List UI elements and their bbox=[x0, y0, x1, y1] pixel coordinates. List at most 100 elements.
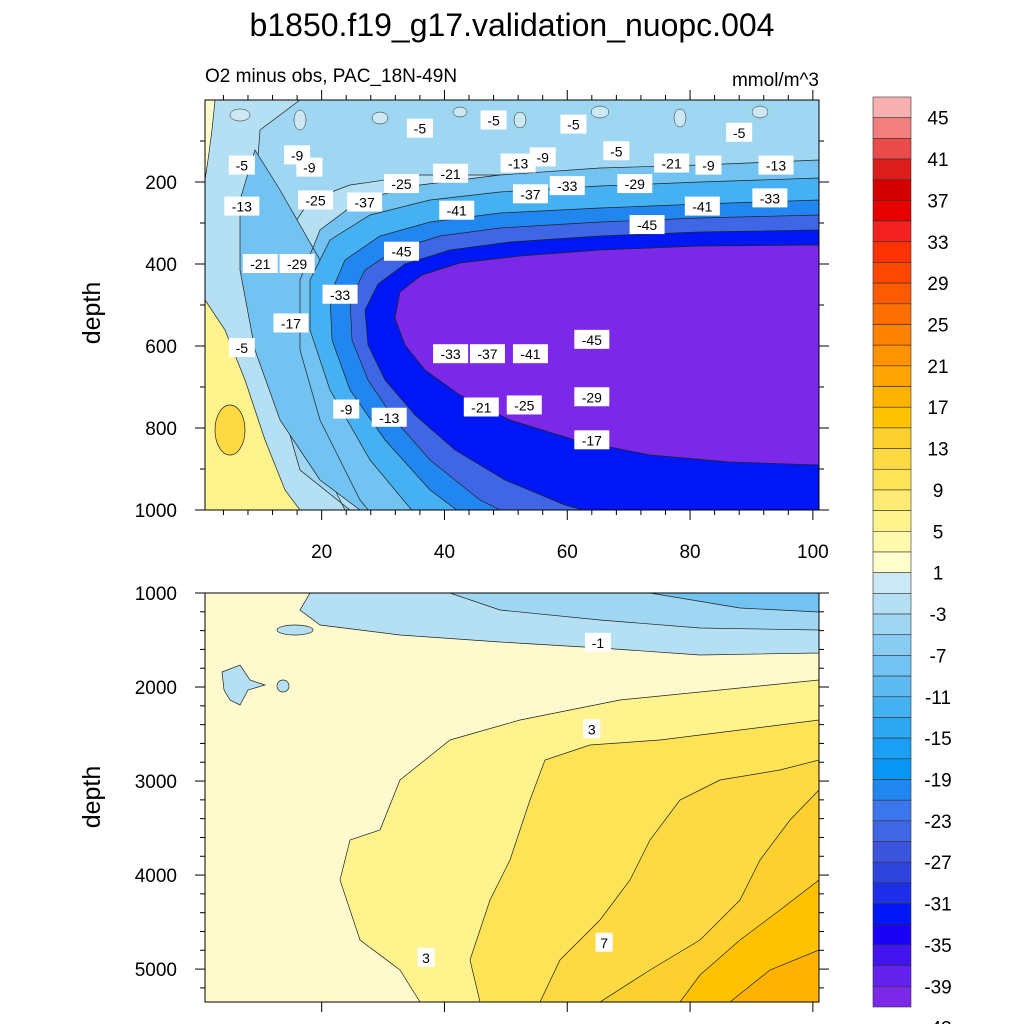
contour-label-text: -5 bbox=[733, 125, 746, 141]
contour-label-bg bbox=[273, 313, 309, 333]
colorbar-box bbox=[872, 531, 912, 553]
colorbar-level-label: -7 bbox=[930, 646, 947, 667]
contour-label-text: -13 bbox=[508, 156, 528, 172]
contour-label: -25 bbox=[383, 174, 419, 194]
colorbar-box bbox=[872, 510, 912, 532]
contour-label-bg bbox=[560, 114, 587, 134]
colorbar-box bbox=[872, 861, 912, 884]
contour-label: -5 bbox=[603, 141, 630, 161]
colorbar-box bbox=[872, 282, 912, 305]
contour-label: -37 bbox=[347, 192, 383, 212]
colorbar-box bbox=[872, 758, 912, 780]
colorbar-level-label: 33 bbox=[927, 233, 948, 254]
colorbar-box bbox=[872, 448, 912, 470]
contour-label: -45 bbox=[629, 215, 665, 235]
contour-label-bg bbox=[333, 399, 360, 419]
contour-label-text: -21 bbox=[440, 166, 460, 182]
contour-label-text: -13 bbox=[766, 158, 786, 174]
contour-label-text: 3 bbox=[588, 721, 596, 737]
contour-label-bg bbox=[279, 254, 315, 273]
contour-label-bg bbox=[500, 153, 536, 173]
colorbar-box bbox=[872, 303, 912, 325]
colorbar-box bbox=[872, 799, 912, 822]
lower-cool-top-3 bbox=[649, 593, 819, 613]
colorbar-level-label: 25 bbox=[927, 316, 948, 337]
contour-label-text: -17 bbox=[281, 315, 301, 331]
contour-label-bg bbox=[512, 344, 548, 364]
lower-y-tick-label: 1000 bbox=[135, 584, 177, 605]
x-tick-label: 40 bbox=[434, 542, 455, 563]
colorbar-box bbox=[872, 986, 912, 1008]
contour-label-text: -33 bbox=[760, 190, 780, 206]
contour-label: -5 bbox=[480, 110, 507, 130]
upper-top-speckles bbox=[229, 105, 769, 131]
contour-label-text: -25 bbox=[305, 192, 325, 208]
contour-label-text: -1 bbox=[592, 635, 605, 651]
contour-label-bg bbox=[584, 632, 611, 652]
contour-label: -17 bbox=[273, 313, 309, 333]
lower-cool-streak bbox=[276, 624, 314, 636]
contour-label-bg bbox=[603, 141, 630, 161]
contour-label-bg bbox=[406, 118, 433, 138]
contour-label: -37 bbox=[512, 184, 548, 204]
colorbar-level-label: 13 bbox=[927, 440, 948, 461]
contour-label-bg bbox=[284, 145, 311, 165]
contour-label-text: -45 bbox=[582, 332, 602, 348]
contour-label: -1 bbox=[584, 632, 611, 652]
colorbar-box bbox=[872, 96, 912, 118]
contour-label-text: 7 bbox=[600, 935, 608, 951]
contour-label: -33 bbox=[433, 344, 469, 364]
contour-label: -13 bbox=[758, 155, 794, 175]
colorbar: 45 41 37 33 29 25 21 17 13 9 5 1 -3 -7 -11 -15 -19 -23 -27… bbox=[872, 96, 952, 1024]
colorbar-level-label: -39 bbox=[924, 977, 951, 998]
contour-label-text: -9 bbox=[702, 158, 715, 174]
colorbar-level-label: 21 bbox=[927, 357, 948, 378]
contour-label-bg bbox=[726, 122, 753, 142]
contour-label-bg bbox=[512, 184, 548, 204]
upper-core-minus45 bbox=[394, 244, 819, 466]
contour-label: -21 bbox=[433, 163, 469, 183]
lower-axis-ticks bbox=[195, 592, 829, 1012]
colorbar-box bbox=[872, 262, 912, 284]
contour-label-bg bbox=[574, 387, 610, 407]
upper-y-tick-label: 800 bbox=[145, 419, 177, 440]
contour-label-text: -21 bbox=[471, 400, 491, 416]
lower-cool-dot bbox=[276, 679, 290, 693]
contour-label-bg bbox=[695, 155, 722, 175]
colorbar-box bbox=[872, 468, 912, 491]
colorbar-box bbox=[872, 117, 912, 139]
contour-label: -9 bbox=[695, 155, 722, 175]
contour-label-bg bbox=[549, 176, 585, 196]
contour-label: 7 bbox=[595, 932, 613, 952]
contour-label-bg bbox=[371, 407, 407, 427]
contour-label: -5 bbox=[726, 122, 753, 142]
colorbar-box bbox=[872, 158, 912, 181]
contour-label-bg bbox=[228, 338, 255, 358]
colorbar-level-label: 29 bbox=[927, 274, 948, 295]
contour-label-bg bbox=[322, 284, 358, 304]
colorbar-level-label: 41 bbox=[927, 150, 948, 171]
contour-label-text: -5 bbox=[236, 158, 249, 174]
contour-label: 3 bbox=[583, 719, 601, 739]
contour-label-text: -5 bbox=[610, 143, 623, 159]
colorbar-box bbox=[872, 737, 912, 760]
contour-label: -9 bbox=[333, 399, 360, 419]
contour-label: -21 bbox=[654, 153, 690, 173]
contour-label-text: -9 bbox=[291, 147, 304, 163]
contour-label: -17 bbox=[574, 430, 610, 450]
colorbar-box bbox=[872, 717, 912, 739]
contour-label-text: -37 bbox=[355, 195, 375, 211]
contour-label-bg bbox=[595, 932, 613, 952]
upper-y-tick-label: 1000 bbox=[135, 501, 177, 522]
contour-label: 3 bbox=[417, 947, 435, 967]
colorbar-box bbox=[872, 572, 912, 594]
lower-y-tick-label: 5000 bbox=[135, 960, 177, 981]
colorbar-box bbox=[872, 241, 912, 263]
colorbar-box bbox=[872, 551, 912, 573]
contour-label: -29 bbox=[617, 174, 653, 194]
colorbar-level-label: 37 bbox=[927, 191, 948, 212]
colorbar-level-label: 5 bbox=[933, 522, 944, 543]
colorbar-level-label: -11 bbox=[925, 688, 951, 709]
contour-label-text: -21 bbox=[250, 256, 270, 272]
contour-label-bg bbox=[439, 200, 475, 220]
